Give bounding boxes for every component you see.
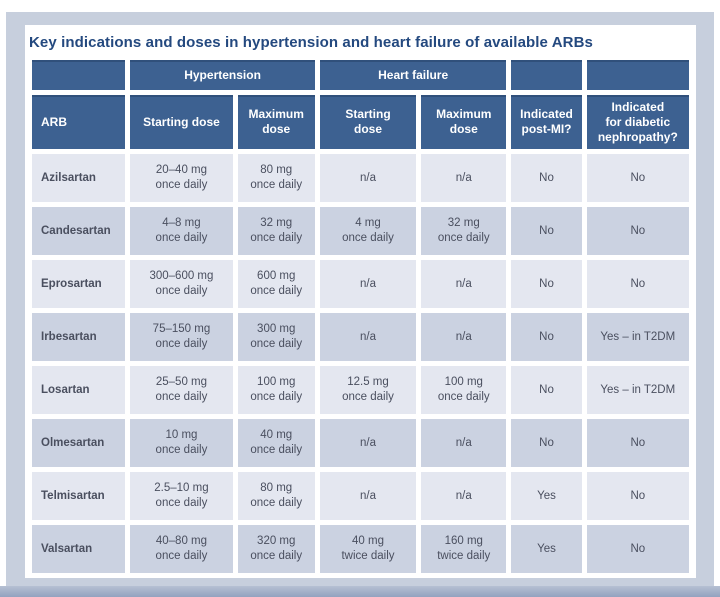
cell-indication: No xyxy=(511,366,582,414)
cell-indication: No xyxy=(586,207,689,255)
table-title: Key indications and doses in hypertensio… xyxy=(29,34,593,51)
cell-arb-name: Eprosartan xyxy=(32,260,126,308)
cell-dose: 4 mg once daily xyxy=(319,207,417,255)
cell-dose: 25–50 mg once daily xyxy=(130,366,233,414)
cell-dose: n/a xyxy=(421,472,507,520)
cell-arb-name: Azilsartan xyxy=(32,154,126,202)
cell-dose: n/a xyxy=(421,260,507,308)
group-header-hypertension: Hypertension xyxy=(130,60,315,90)
cell-dose: n/a xyxy=(319,260,417,308)
cell-dose: n/a xyxy=(319,472,417,520)
cell-dose: 300–600 mg once daily xyxy=(130,260,233,308)
cell-dose: 20–40 mg once daily xyxy=(130,154,233,202)
group-header-spacer-arb xyxy=(32,60,126,90)
cell-arb-name: Olmesartan xyxy=(32,419,126,467)
cell-indication: Yes – in T2DM xyxy=(586,366,689,414)
column-header-htn-starting-dose: Starting dose xyxy=(130,95,233,149)
cell-indication: No xyxy=(586,154,689,202)
table-row-azilsartan: Azilsartan 20–40 mg once daily 80 mg onc… xyxy=(32,154,689,202)
cell-indication: No xyxy=(511,419,582,467)
cell-dose: n/a xyxy=(319,154,417,202)
table-row-telmisartan: Telmisartan 2.5–10 mg once daily 80 mg o… xyxy=(32,472,689,520)
column-header-post-mi: Indicated post-MI? xyxy=(511,95,582,149)
table-row-valsartan: Valsartan 40–80 mg once daily 320 mg onc… xyxy=(32,525,689,573)
cell-indication: No xyxy=(586,525,689,573)
group-header-heart-failure: Heart failure xyxy=(319,60,507,90)
cell-dose: n/a xyxy=(319,313,417,361)
bottom-accent-bar xyxy=(0,586,720,597)
cell-dose: 160 mg twice daily xyxy=(421,525,507,573)
cell-dose: 80 mg once daily xyxy=(237,472,315,520)
table-row-olmesartan: Olmesartan 10 mg once daily 40 mg once d… xyxy=(32,419,689,467)
group-header-row: Hypertension Heart failure xyxy=(32,60,689,90)
cell-dose: n/a xyxy=(421,313,507,361)
table-card: Key indications and doses in hypertensio… xyxy=(25,25,696,578)
cell-dose: 2.5–10 mg once daily xyxy=(130,472,233,520)
cell-dose: 32 mg once daily xyxy=(421,207,507,255)
cell-indication: No xyxy=(586,472,689,520)
cell-dose: n/a xyxy=(319,419,417,467)
cell-dose: n/a xyxy=(421,419,507,467)
cell-arb-name: Telmisartan xyxy=(32,472,126,520)
table-row-losartan: Losartan 25–50 mg once daily 100 mg once… xyxy=(32,366,689,414)
cell-arb-name: Valsartan xyxy=(32,525,126,573)
cell-dose: 75–150 mg once daily xyxy=(130,313,233,361)
cell-dose: 100 mg once daily xyxy=(237,366,315,414)
cell-dose: 40 mg twice daily xyxy=(319,525,417,573)
column-header-htn-maximum-dose: Maximum dose xyxy=(237,95,315,149)
cell-dose: n/a xyxy=(421,154,507,202)
cell-dose: 100 mg once daily xyxy=(421,366,507,414)
cell-dose: 40 mg once daily xyxy=(237,419,315,467)
column-header-row: ARB Starting dose Maximum dose Starting … xyxy=(32,95,689,149)
cell-arb-name: Losartan xyxy=(32,366,126,414)
table-row-eprosartan: Eprosartan 300–600 mg once daily 600 mg … xyxy=(32,260,689,308)
column-header-diabetic-nephropathy: Indicated for diabetic nephropathy? xyxy=(586,95,689,149)
cell-indication: No xyxy=(586,260,689,308)
table-row-irbesartan: Irbesartan 75–150 mg once daily 300 mg o… xyxy=(32,313,689,361)
cell-dose: 10 mg once daily xyxy=(130,419,233,467)
cell-arb-name: Irbesartan xyxy=(32,313,126,361)
table-row-candesartan: Candesartan 4–8 mg once daily 32 mg once… xyxy=(32,207,689,255)
arb-doses-table: Hypertension Heart failure ARB Starting … xyxy=(27,55,694,578)
cell-dose: 40–80 mg once daily xyxy=(130,525,233,573)
cell-dose: 300 mg once daily xyxy=(237,313,315,361)
cell-dose: 320 mg once daily xyxy=(237,525,315,573)
cell-indication: Yes xyxy=(511,525,582,573)
cell-dose: 600 mg once daily xyxy=(237,260,315,308)
cell-indication: Yes xyxy=(511,472,582,520)
column-header-arb: ARB xyxy=(32,95,126,149)
cell-indication: No xyxy=(586,419,689,467)
group-header-spacer-post-mi xyxy=(511,60,582,90)
cell-indication: No xyxy=(511,207,582,255)
column-header-hf-starting-dose: Starting dose xyxy=(319,95,417,149)
cell-dose: 80 mg once daily xyxy=(237,154,315,202)
cell-indication: No xyxy=(511,154,582,202)
cell-dose: 4–8 mg once daily xyxy=(130,207,233,255)
column-header-hf-maximum-dose: Maximum dose xyxy=(421,95,507,149)
cell-indication: No xyxy=(511,313,582,361)
group-header-spacer-nephropathy xyxy=(586,60,689,90)
cell-dose: 32 mg once daily xyxy=(237,207,315,255)
cell-arb-name: Candesartan xyxy=(32,207,126,255)
cell-indication: Yes – in T2DM xyxy=(586,313,689,361)
cell-dose: 12.5 mg once daily xyxy=(319,366,417,414)
cell-indication: No xyxy=(511,260,582,308)
